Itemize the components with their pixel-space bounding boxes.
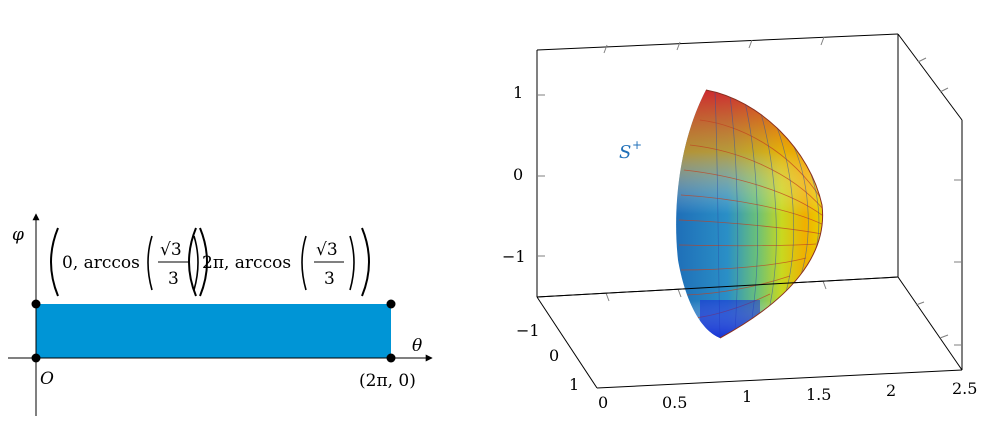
svg-text:2π, arccos: 2π, arccos — [202, 253, 291, 273]
y-tick-0: 0 — [549, 346, 559, 365]
point-2pi-zero-label: (2π, 0) — [359, 371, 416, 391]
x-tick-0.5: 0.5 — [662, 393, 687, 412]
svg-text:√3: √3 — [160, 240, 182, 260]
parameter-region — [36, 304, 391, 358]
phi-axis-label: φ — [12, 225, 24, 245]
x-tick-2: 2 — [886, 381, 896, 400]
point-top-right-label: 2π, arccos √3 3 — [188, 227, 370, 297]
z-tick-1: 1 — [513, 83, 523, 102]
y-tick-1: 1 — [569, 375, 579, 394]
x-tick-1.5: 1.5 — [806, 385, 831, 404]
surface-mesh — [678, 91, 823, 338]
z-tick-minus-1: −1 — [502, 247, 526, 266]
x-tick-0: 0 — [598, 393, 608, 412]
x-tick-1: 1 — [742, 387, 752, 406]
svg-text:√3: √3 — [316, 240, 338, 260]
point-2pi-zero — [386, 353, 396, 363]
origin-label: O — [40, 369, 54, 389]
surface-3d-plot: S + 1 0 −1 −1 0 1 0 0.5 1 1.5 2 2.5 — [502, 33, 977, 412]
point-top-right — [386, 299, 396, 309]
x-tick-2.5: 2.5 — [952, 379, 977, 398]
box-tick-marks — [537, 36, 962, 346]
y-tick-minus-1: −1 — [516, 321, 540, 340]
point-top-left-label: 0, arccos √3 3 — [50, 227, 208, 297]
z-tick-0: 0 — [513, 165, 523, 184]
point-origin — [31, 353, 41, 363]
svg-text:3: 3 — [168, 269, 179, 289]
theta-axis-label: θ — [412, 336, 422, 356]
surface-label: S — [619, 142, 631, 163]
surface-s-plus — [676, 89, 824, 339]
svg-text:3: 3 — [324, 269, 335, 289]
parameter-domain-diagram: φ θ O (2π, 0) 0, arccos √3 3 2π, arccos … — [8, 213, 433, 416]
surface-label-superscript: + — [632, 138, 642, 152]
svg-text:0, arccos: 0, arccos — [62, 253, 140, 273]
point-top-left — [31, 299, 41, 309]
